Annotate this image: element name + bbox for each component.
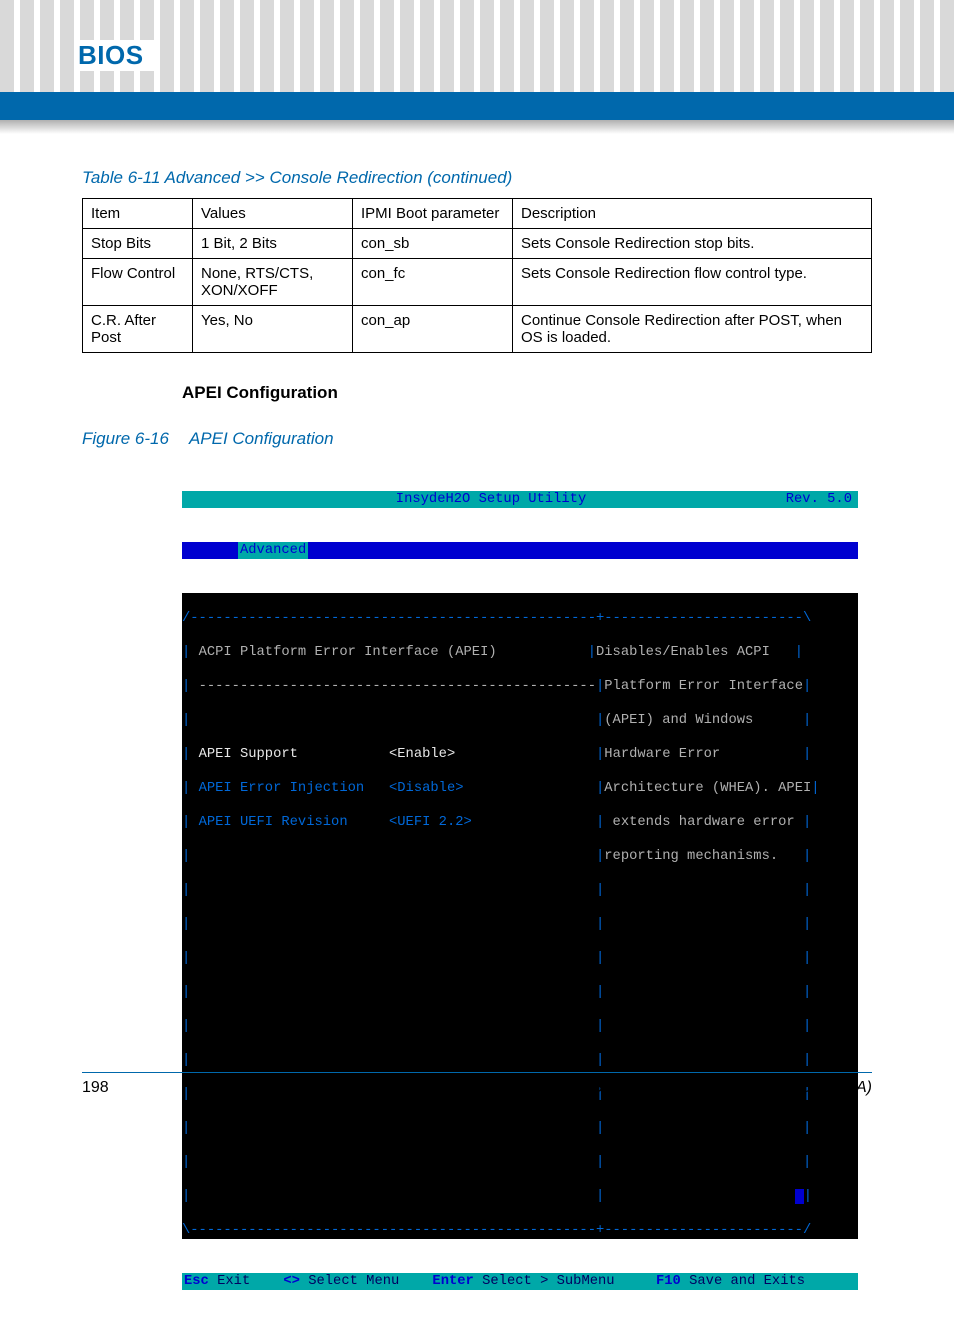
bios-option-label[interactable]: APEI Error Injection: [199, 781, 365, 796]
bios-help-line: reporting mechanisms.: [604, 849, 778, 864]
bios-option-value[interactable]: <Disable>: [389, 781, 464, 796]
table-header-row: Item Values IPMI Boot parameter Descript…: [83, 199, 872, 229]
bios-key-arrows-label: Select Menu: [300, 1274, 399, 1289]
bios-key-esc[interactable]: Esc: [184, 1274, 209, 1289]
bios-key-arrows[interactable]: <>: [283, 1274, 300, 1289]
bios-tab-bar: Advanced: [182, 542, 858, 559]
cell-desc: Continue Console Redirection after POST,…: [513, 306, 872, 353]
bios-help-line: extends hardware error: [604, 815, 794, 830]
bios-option-label[interactable]: APEI Support: [199, 747, 298, 762]
bios-help-line: Architecture (WHEA). APEI: [604, 781, 811, 796]
bios-help-line: Hardware Error: [604, 747, 720, 762]
cell-item: C.R. After Post: [83, 306, 193, 353]
table-row: Flow Control None, RTS/CTS, XON/XOFF con…: [83, 259, 872, 306]
col-header-values: Values: [193, 199, 353, 229]
table-caption: Table 6-11 Advanced >> Console Redirecti…: [82, 168, 872, 188]
bios-revision: Rev. 5.0: [786, 491, 852, 508]
cell-ipmi: con_ap: [353, 306, 513, 353]
chapter-title: BIOS: [78, 40, 154, 71]
header-blue-bar: [0, 92, 954, 120]
cell-desc: Sets Console Redirection flow control ty…: [513, 259, 872, 306]
figure-caption: Figure 6-16 APEI Configuration: [82, 429, 872, 449]
bios-tab-advanced[interactable]: Advanced: [238, 542, 308, 559]
bios-utility-name: InsydeH2O Setup Utility: [196, 491, 785, 508]
page-number: 198: [82, 1079, 109, 1097]
document-name: ATCA-7480 Installation and Use (6806800T…: [529, 1079, 872, 1097]
bios-key-enter-label: Select > SubMenu: [474, 1274, 615, 1289]
bios-main-panel: /---------------------------------------…: [182, 593, 858, 1239]
bios-help-line: (APEI) and Windows: [604, 713, 753, 728]
cell-item: Flow Control: [83, 259, 193, 306]
cell-desc: Sets Console Redirection stop bits.: [513, 229, 872, 259]
bios-panel-title: ACPI Platform Error Interface (APEI): [199, 645, 497, 660]
table-row: Stop Bits 1 Bit, 2 Bits con_sb Sets Cons…: [83, 229, 872, 259]
cell-values: None, RTS/CTS, XON/XOFF: [193, 259, 353, 306]
bios-key-f10[interactable]: F10: [656, 1274, 681, 1289]
cell-item: Stop Bits: [83, 229, 193, 259]
col-header-ipmi: IPMI Boot parameter: [353, 199, 513, 229]
figure-label: Figure 6-16: [82, 429, 169, 448]
bios-title-bar: InsydeH2O Setup UtilityRev. 5.0: [182, 491, 858, 508]
bios-option-value[interactable]: <UEFI 2.2>: [389, 815, 472, 830]
cell-ipmi: con_fc: [353, 259, 513, 306]
page-footer: 198 ATCA-7480 Installation and Use (6806…: [82, 1072, 872, 1097]
bios-key-enter[interactable]: Enter: [432, 1274, 473, 1289]
cell-ipmi: con_sb: [353, 229, 513, 259]
bios-screenshot: InsydeH2O Setup UtilityRev. 5.0 Advanced…: [182, 457, 858, 1324]
page-header: BIOS: [0, 0, 954, 92]
bios-key-esc-label: Exit: [209, 1274, 250, 1289]
bios-cursor: [795, 1189, 804, 1204]
header-gradient-bar: [0, 120, 954, 134]
console-redirection-table: Item Values IPMI Boot parameter Descript…: [82, 198, 872, 353]
cell-values: Yes, No: [193, 306, 353, 353]
bios-help-line: Platform Error Interface: [604, 679, 803, 694]
section-heading: APEI Configuration: [182, 383, 872, 403]
figure-title: APEI Configuration: [189, 429, 334, 448]
col-header-item: Item: [83, 199, 193, 229]
table-row: C.R. After Post Yes, No con_ap Continue …: [83, 306, 872, 353]
col-header-desc: Description: [513, 199, 872, 229]
bios-option-label[interactable]: APEI UEFI Revision: [199, 815, 348, 830]
bios-key-f10-label: Save and Exits: [681, 1274, 805, 1289]
bios-footer-bar: Esc Exit <> Select Menu Enter Select > S…: [182, 1273, 858, 1290]
cell-values: 1 Bit, 2 Bits: [193, 229, 353, 259]
bios-option-value[interactable]: <Enable>: [389, 747, 455, 762]
bios-help-line: Disables/Enables ACPI: [596, 645, 770, 660]
